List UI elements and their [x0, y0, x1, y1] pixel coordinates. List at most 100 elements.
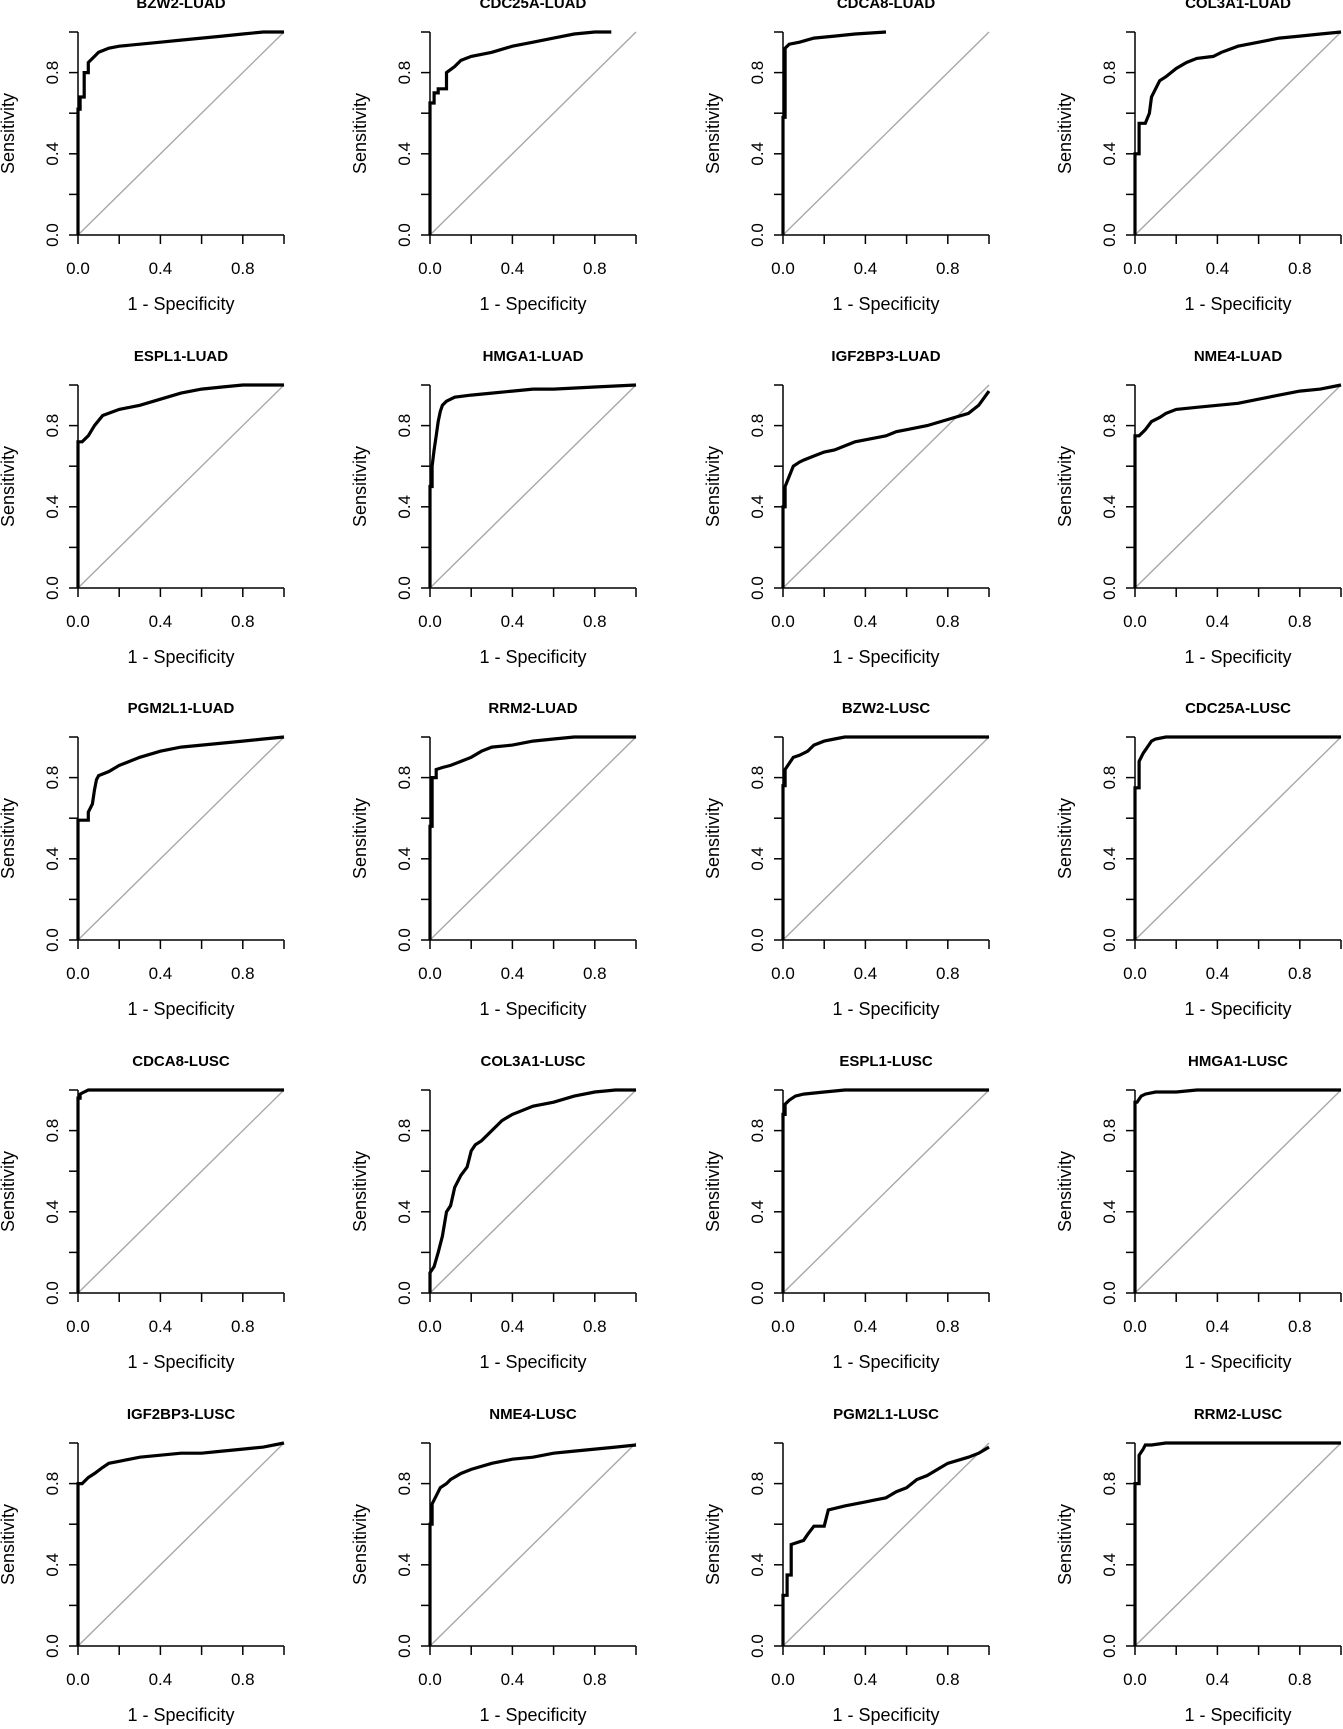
x-tick-label: 0.0 — [1123, 612, 1147, 631]
y-tick-label: 0.0 — [395, 928, 414, 952]
y-axis-label: Sensitivity — [703, 446, 723, 527]
x-axis-label: 1 - Specificity — [832, 1705, 939, 1725]
y-tick-label: 0.4 — [395, 1200, 414, 1224]
x-tick-label: 0.8 — [936, 259, 960, 278]
x-tick-label: 0.0 — [1123, 259, 1147, 278]
y-tick-label: 0.4 — [1100, 142, 1119, 166]
x-tick-label: 0.4 — [1206, 259, 1230, 278]
y-tick-label: 0.0 — [748, 928, 767, 952]
roc-curve — [76, 1441, 285, 1646]
x-tick-label: 0.4 — [501, 612, 525, 631]
y-tick-label: 0.0 — [1100, 1634, 1119, 1658]
panel-title: CDC25A-LUAD — [480, 0, 587, 12]
panel-title: BZW2-LUAD — [136, 0, 225, 12]
y-axis-label: Sensitivity — [0, 1151, 18, 1232]
x-tick-label: 0.0 — [1123, 1317, 1147, 1336]
y-tick-label: 0.4 — [1100, 1553, 1119, 1577]
roc-panel: ESPL1-LUSC 0.0 0.4 0.8 0.0 0.4 0.8 1 - Specific… — [703, 1053, 990, 1372]
panel-title: CDCA8-LUSC — [132, 1053, 230, 1070]
reference-diagonal — [429, 384, 637, 589]
x-tick-label: 0.8 — [936, 1670, 960, 1689]
y-tick-label: 0.4 — [43, 142, 62, 166]
x-axis-label: 1 - Specificity — [1184, 294, 1291, 314]
panel-title: NME4-LUAD — [1194, 348, 1282, 365]
y-tick-label: 0.8 — [395, 766, 414, 790]
x-tick-label: 0.0 — [66, 964, 90, 983]
roc-panel: RRM2-LUAD 0.0 0.4 0.8 0.0 0.4 0.8 1 - Specifici… — [350, 700, 637, 1019]
x-tick-label: 0.8 — [583, 259, 607, 278]
y-axis-label: Sensitivity — [703, 1504, 723, 1585]
y-tick-label: 0.0 — [43, 928, 62, 952]
x-axis-label: 1 - Specificity — [127, 647, 234, 667]
reference-diagonal — [77, 1442, 285, 1647]
x-tick-label: 0.4 — [854, 1317, 878, 1336]
y-tick-label: 0.8 — [1100, 414, 1119, 438]
x-tick-label: 0.4 — [149, 1670, 173, 1689]
roc-curve — [428, 383, 637, 588]
y-tick-label: 0.0 — [1100, 576, 1119, 600]
y-tick-label: 0.4 — [748, 847, 767, 871]
x-axis-label: 1 - Specificity — [127, 1705, 234, 1725]
roc-curve — [428, 735, 636, 940]
panel-title: RRM2-LUSC — [1194, 1406, 1282, 1423]
x-tick-label: 0.4 — [149, 964, 173, 983]
y-axis-label: Sensitivity — [703, 1151, 723, 1232]
y-tick-label: 0.0 — [395, 1634, 414, 1658]
roc-curve — [1133, 383, 1342, 588]
y-tick-label: 0.4 — [43, 1553, 62, 1577]
y-tick-label: 0.4 — [43, 1200, 62, 1224]
x-axis-label: 1 - Specificity — [832, 999, 939, 1019]
y-axis-label: Sensitivity — [0, 1504, 18, 1585]
roc-panel: RRM2-LUSC 0.0 0.4 0.8 0.0 0.4 0.8 1 - Specifici… — [1055, 1406, 1342, 1725]
x-axis-label: 1 - Specificity — [1184, 1352, 1291, 1372]
x-axis-label: 1 - Specificity — [127, 999, 234, 1019]
panel-title: PGM2L1-LUAD — [128, 700, 235, 717]
y-axis-label: Sensitivity — [350, 93, 370, 174]
y-tick-label: 0.0 — [748, 1634, 767, 1658]
x-tick-label: 0.4 — [149, 259, 173, 278]
x-tick-label: 0.8 — [583, 1670, 607, 1689]
roc-curve — [781, 30, 887, 235]
y-tick-label: 0.8 — [395, 61, 414, 85]
roc-curve — [76, 383, 284, 588]
y-tick-label: 0.4 — [395, 495, 414, 519]
roc-panel: NME4-LUSC 0.0 0.4 0.8 0.0 0.4 0.8 1 - Specifici… — [350, 1406, 637, 1725]
y-tick-label: 0.8 — [395, 1119, 414, 1143]
roc-panel: CDC25A-LUAD 0.0 0.4 0.8 0.0 0.4 0.8 1 - Specifi… — [350, 0, 637, 314]
roc-panel: HMGA1-LUSC 0.0 0.4 0.8 0.0 0.4 0.8 1 - Specific… — [1055, 1053, 1342, 1372]
panel-title: COL3A1-LUSC — [480, 1053, 585, 1070]
roc-curve — [428, 1088, 636, 1293]
x-tick-label: 0.0 — [418, 1670, 442, 1689]
x-tick-label: 0.8 — [231, 964, 255, 983]
reference-diagonal — [429, 31, 637, 236]
panel-title: ESPL1-LUSC — [839, 1053, 933, 1070]
x-tick-label: 0.8 — [936, 1317, 960, 1336]
x-tick-label: 0.4 — [854, 259, 878, 278]
roc-curve — [781, 1088, 989, 1293]
y-tick-label: 0.8 — [43, 766, 62, 790]
y-tick-label: 0.8 — [43, 414, 62, 438]
y-tick-label: 0.8 — [1100, 1472, 1119, 1496]
y-tick-label: 0.8 — [395, 414, 414, 438]
roc-curve — [428, 30, 612, 235]
x-tick-label: 0.0 — [771, 964, 795, 983]
roc-curve — [76, 1088, 284, 1293]
x-axis-label: 1 - Specificity — [127, 1352, 234, 1372]
y-tick-label: 0.8 — [748, 1472, 767, 1496]
y-tick-label: 0.8 — [748, 1119, 767, 1143]
y-tick-label: 0.8 — [748, 766, 767, 790]
x-tick-label: 0.4 — [501, 1670, 525, 1689]
y-tick-label: 0.8 — [43, 1119, 62, 1143]
reference-diagonal — [77, 384, 285, 589]
x-tick-label: 0.4 — [501, 964, 525, 983]
panel-title: BZW2-LUSC — [842, 700, 930, 717]
y-tick-label: 0.8 — [43, 61, 62, 85]
y-axis-label: Sensitivity — [350, 798, 370, 879]
reference-diagonal — [429, 1442, 637, 1647]
panel-title: COL3A1-LUAD — [1185, 0, 1291, 12]
x-tick-label: 0.8 — [583, 612, 607, 631]
y-tick-label: 0.0 — [395, 223, 414, 247]
y-tick-label: 0.8 — [1100, 61, 1119, 85]
y-tick-label: 0.0 — [43, 1634, 62, 1658]
roc-curve — [1133, 735, 1341, 940]
